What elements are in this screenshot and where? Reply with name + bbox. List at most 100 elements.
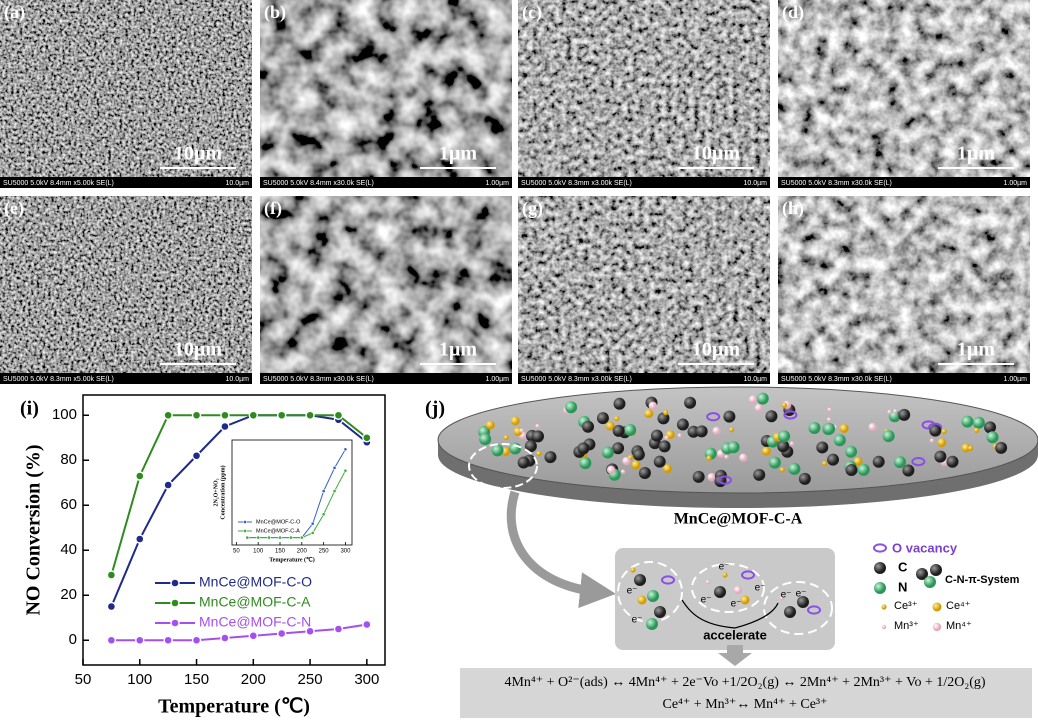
sem-image [0,196,252,384]
particle-mn4 [754,403,764,413]
particle-n [924,576,936,588]
x-tick-label: 150 [275,549,286,555]
particle-n [509,442,522,455]
sem-info: SU5000 5.0kV 8.3mm x30.0k SE(L) [781,180,892,187]
particle-ce4 [937,438,947,448]
particle-c [934,450,947,463]
x-tick-label: 150 [184,671,209,688]
data-point [191,410,202,420]
particle-n [888,410,901,423]
accelerate-label: accelerate [703,627,767,642]
particle-n [646,618,658,630]
particle-mn3 [620,469,626,474]
data-point [256,535,261,540]
panel-label: (f) [264,198,282,219]
particle-c [984,421,997,434]
sem-field: 10.0µm [226,180,250,187]
particle-mn3 [535,423,540,429]
x-tick-label: 100 [253,549,264,555]
particle-mn4 [932,622,942,632]
particle-c [784,606,796,618]
data-point [321,512,326,517]
particle-c [582,420,595,433]
particle-mn4 [622,456,631,466]
legend-label: N [898,579,907,594]
legend-marker [170,598,180,608]
electron-label: e⁻ [627,586,638,597]
particle-n [778,430,791,443]
particle-c [544,451,557,464]
particle-mn4 [868,422,877,432]
o-vacancy [661,575,675,585]
panel-label: (h) [782,198,804,219]
panel-label: (j) [425,398,445,420]
particle-ce3 [663,410,669,416]
particle-c [872,455,885,468]
particle-mn4 [648,401,658,410]
particle-ce4 [485,420,495,430]
scale-label: 10µm [174,339,223,361]
sem-field: 1.00µm [486,180,510,187]
legend-label: Ce⁴⁺ [946,600,971,612]
x-tick-label: 300 [354,671,379,688]
info-bar [778,177,1030,188]
particle-ce4 [501,446,511,456]
x-tick-label: 300 [340,549,351,555]
particle-ce3 [706,455,712,461]
info-bar [260,373,512,384]
sem-field: 10.0µm [744,180,768,187]
electron-label: e⁻ [796,589,807,600]
particle-n [756,392,769,405]
data-point [106,635,117,645]
particle-c [638,467,651,480]
data-point [305,410,315,420]
panel-label: (a) [4,2,25,23]
sem-image [518,196,770,384]
data-point [310,521,315,526]
particle-mn3 [724,454,729,460]
data-point [220,410,230,420]
electron-label: e⁻ [701,595,712,606]
particle-ce4 [961,443,971,453]
particle-mn3 [664,435,669,440]
sem-image [0,0,252,188]
particle-mn3 [893,409,898,414]
particle-c [765,410,778,423]
data-point [310,531,315,535]
x-tick-label: 50 [233,549,240,555]
particle-n [894,456,907,469]
data-point [248,410,259,420]
particle-mn3 [887,409,892,415]
data-point [135,534,145,544]
sem-info: SU5000 5.0kV 8.3mm x30.0k SE(L) [263,376,374,383]
data-point [362,433,372,443]
x-axis-label: Temperature (℃) [158,696,310,718]
scale-label: 10µm [692,339,741,361]
particle-mn3 [705,579,711,585]
particle-c [613,397,626,410]
data-point [299,535,304,540]
legend-marker [243,529,247,533]
particle-c [930,564,942,576]
panel-label: (c) [522,2,542,23]
particle-n [823,422,836,435]
particle-c [612,424,625,437]
electron-label: e⁻ [719,562,730,573]
particle-mn4 [739,453,748,462]
plot-frame [231,439,353,546]
particle-ce3 [536,450,542,457]
series-line [247,470,346,539]
panel-label: (g) [522,198,543,219]
particle-c [753,468,766,481]
highlight-ring [468,443,538,489]
data-point [276,410,287,420]
y-axis-label: Concentration (ppm) [220,465,227,519]
disk-label: MnCe@MOF-C-A [674,511,803,528]
panel-label: (e) [4,198,24,219]
particle-n [601,446,614,459]
particle-ce4 [631,460,641,470]
particle-ce4 [853,456,863,466]
y-tick-label: 40 [60,541,77,558]
data-point [191,451,202,461]
legend-label: Mn⁴⁺ [946,620,972,632]
